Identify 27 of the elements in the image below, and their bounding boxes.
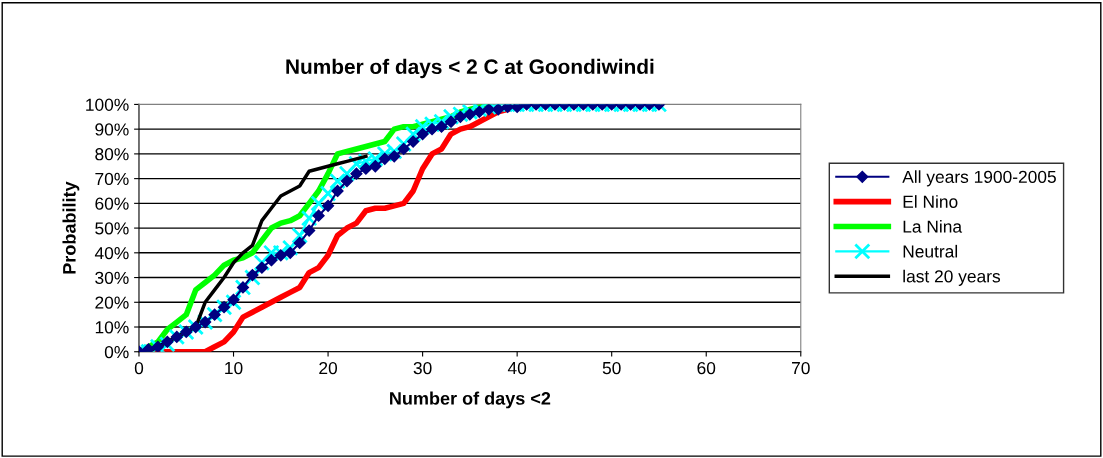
legend-label: La Nina: [903, 219, 963, 233]
x-axis-title: Number of days <2: [390, 391, 551, 409]
legend-label: El Nino: [903, 195, 958, 208]
y-tick-label: 0%: [104, 345, 129, 359]
x-tick-label: 10: [225, 361, 243, 375]
legend-label: All years 1900-2005: [902, 170, 1056, 187]
x-tick-label: 40: [507, 361, 527, 375]
y-tick-label: 20%: [95, 296, 129, 309]
y-tick-label: 30%: [95, 271, 129, 285]
y-tick-label: 100%: [86, 98, 129, 111]
y-tick-label: 50%: [95, 222, 129, 235]
x-tick-label: 70: [792, 361, 810, 375]
x-tick-label: 30: [413, 361, 432, 375]
x-tick-label: 0: [134, 361, 144, 375]
legend-label: Neutral: [903, 244, 958, 258]
legend-label: last 20 years: [903, 269, 1001, 286]
x-tick-label: 20: [319, 361, 338, 375]
x-tick-label: 50: [602, 361, 621, 375]
y-tick-label: 40%: [94, 246, 129, 260]
y-tick-label: 90%: [95, 123, 129, 136]
y-tick-label: 70%: [95, 172, 129, 186]
y-axis-title: Probability: [62, 181, 80, 274]
chart-title: Number of days < 2 C at Goondiwindi: [286, 58, 654, 79]
y-tick-label: 10%: [95, 321, 129, 334]
y-tick-label: 60%: [95, 197, 129, 210]
y-tick-label: 80%: [95, 148, 129, 161]
x-tick-label: 60: [697, 361, 716, 375]
